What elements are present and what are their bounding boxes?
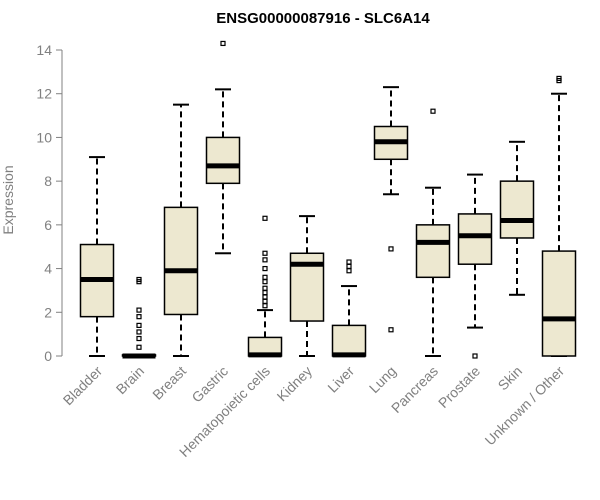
box-group xyxy=(79,156,115,357)
box-group xyxy=(205,40,241,255)
box-group xyxy=(163,103,199,357)
outlier-point xyxy=(388,246,394,252)
box-iqr xyxy=(541,250,577,357)
x-tick-label: Breast xyxy=(149,363,189,403)
box-iqr xyxy=(205,136,241,185)
outlier-point xyxy=(136,314,142,320)
y-tick-label: 14 xyxy=(36,42,52,58)
y-axis-title: Expression xyxy=(0,165,16,234)
y-tick-label: 0 xyxy=(44,348,52,364)
x-tick-label: Lung xyxy=(366,363,399,396)
box-group xyxy=(289,215,325,357)
box-iqr xyxy=(163,206,199,316)
x-tick-label: Kidney xyxy=(274,363,316,405)
outlier-point xyxy=(136,329,142,335)
outlier-point xyxy=(262,274,268,280)
box-group xyxy=(415,108,451,357)
box-group xyxy=(331,259,367,358)
outlier-point xyxy=(136,335,142,342)
x-tick-label: Liver xyxy=(324,363,357,396)
box-group xyxy=(121,276,157,359)
outlier-point xyxy=(136,276,142,283)
outlier-point xyxy=(346,268,352,274)
y-tick-label: 8 xyxy=(44,173,52,189)
outlier-point xyxy=(388,327,394,333)
x-tick-label: Bladder xyxy=(60,363,106,409)
x-tick-label: Prostate xyxy=(435,363,483,411)
outlier-point xyxy=(430,108,436,114)
outlier-point xyxy=(262,285,268,291)
outlier-point xyxy=(262,250,268,256)
box-group xyxy=(373,86,409,333)
box-group xyxy=(541,75,577,357)
outlier-point xyxy=(346,263,352,269)
y-tick-label: 12 xyxy=(36,86,52,102)
boxes-layer xyxy=(79,40,577,359)
outlier-point xyxy=(136,322,142,328)
chart-title: ENSG00000087916 - SLC6A14 xyxy=(216,10,430,27)
box-group xyxy=(457,173,493,359)
x-tick-label: Pancreas xyxy=(388,363,441,416)
outlier-point xyxy=(262,257,268,263)
x-tick-label: Skin xyxy=(495,363,526,394)
y-tick-label: 6 xyxy=(44,217,52,233)
box-iqr xyxy=(331,324,367,357)
outlier-point xyxy=(262,215,268,221)
box-group xyxy=(247,215,283,358)
outlier-point xyxy=(262,279,268,285)
box-group xyxy=(499,140,535,296)
y-axis: 0 2 4 6 8 10 12 14 xyxy=(36,42,63,364)
outlier-point xyxy=(472,353,478,359)
y-tick-label: 10 xyxy=(36,129,52,145)
outlier-point xyxy=(136,307,142,313)
outlier-point xyxy=(346,259,352,265)
box-iqr xyxy=(457,213,493,265)
outlier-point xyxy=(556,75,562,82)
x-tick-label: Unknown / Other xyxy=(482,363,568,449)
x-tick-label: Brain xyxy=(113,363,147,397)
y-tick-label: 4 xyxy=(44,261,52,277)
outlier-point xyxy=(262,303,268,309)
outlier-point xyxy=(136,344,142,350)
outlier-point xyxy=(220,40,226,47)
outlier-point xyxy=(262,294,268,300)
outlier-point xyxy=(262,298,268,304)
outlier-point xyxy=(262,265,268,272)
box-iqr xyxy=(415,224,451,279)
outlier-point xyxy=(262,290,268,296)
box-iqr xyxy=(499,180,535,239)
y-tick-label: 2 xyxy=(44,304,52,320)
